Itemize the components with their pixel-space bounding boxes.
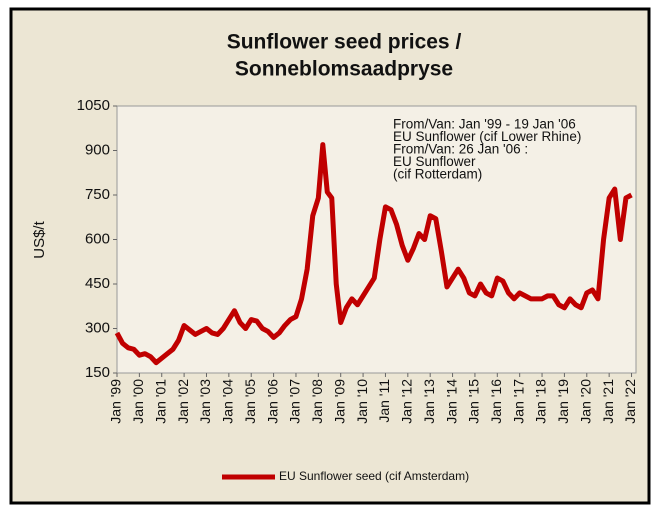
x-tick-label: Jan '17 <box>510 379 526 424</box>
x-tick-label: Jan '02 <box>175 379 191 424</box>
x-tick-label: Jan '05 <box>242 379 258 424</box>
x-tick-label: Jan '19 <box>555 379 571 424</box>
y-tick-label: 300 <box>85 319 110 336</box>
x-tick-label: Jan '01 <box>152 379 168 424</box>
x-tick-label: Jan '14 <box>443 379 459 424</box>
legend-label: EU Sunflower seed (cif Amsterdam) <box>279 469 469 483</box>
x-tick-label: Jan '06 <box>264 379 280 424</box>
x-tick-label: Jan '16 <box>488 379 504 424</box>
x-tick-label: Jan '09 <box>331 379 347 424</box>
y-tick-label: 900 <box>85 141 110 158</box>
x-tick-label: Jan '04 <box>220 379 236 424</box>
annotation: EU Sunflower (cif Lower Rhine) <box>393 129 581 144</box>
x-tick-label: Jan '07 <box>287 379 303 424</box>
x-tick-label: Jan '99 <box>108 379 124 424</box>
chart-title: Sonneblomsaadpryse <box>235 58 453 81</box>
x-tick-label: Jan '21 <box>600 379 616 424</box>
x-tick-label: Jan '20 <box>577 379 593 424</box>
x-tick-label: Jan '00 <box>130 379 146 424</box>
y-tick-label: 450 <box>85 275 110 292</box>
data-line <box>114 142 633 366</box>
y-tick-label: 1050 <box>77 97 110 114</box>
x-tick-label: Jan '22 <box>622 379 638 424</box>
y-tick-label: 600 <box>85 230 110 247</box>
x-tick-label: Jan '12 <box>399 379 415 424</box>
annotation: From/Van: Jan '99 - 19 Jan '06 <box>393 117 576 132</box>
annotation: From/Van: 26 Jan '06 : <box>393 142 528 157</box>
x-tick-label: Jan '15 <box>466 379 482 424</box>
x-tick-label: Jan '10 <box>354 379 370 424</box>
x-tick-label: Jan '18 <box>533 379 549 424</box>
x-tick-label: Jan '03 <box>197 379 213 424</box>
annotation: (cif Rotterdam) <box>393 167 482 182</box>
x-tick-label: Jan '08 <box>309 379 325 424</box>
y-tick-label: 150 <box>85 364 110 381</box>
annotation: EU Sunflower <box>393 154 476 169</box>
x-tick-label: Jan '13 <box>421 379 437 424</box>
y-tick-label: 750 <box>85 186 110 203</box>
x-tick-label: Jan '11 <box>376 379 392 423</box>
chart-title: Sunflower seed prices / <box>227 31 462 54</box>
y-axis-label: US$/t <box>31 220 48 258</box>
